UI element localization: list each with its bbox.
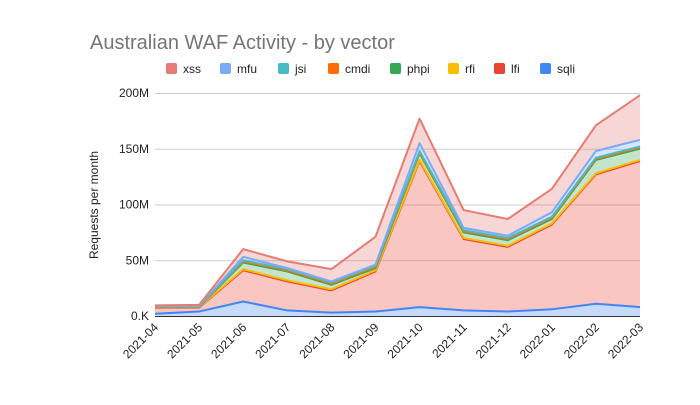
line-rfi bbox=[155, 158, 641, 309]
legend-item-sqli: sqli bbox=[540, 62, 575, 76]
x-tick-label: 2022-02 bbox=[561, 320, 602, 361]
line-mfu bbox=[155, 138, 641, 307]
legend-item-xss: xss bbox=[166, 62, 201, 76]
x-tick-label: 2021-10 bbox=[385, 320, 426, 361]
line-xss bbox=[154, 94, 641, 307]
legend-item-rfi: rfi bbox=[448, 62, 475, 76]
x-tick-label: 2021-11 bbox=[429, 320, 470, 361]
legend-item-jsi: jsi bbox=[278, 62, 306, 76]
x-tick-label: 2021-09 bbox=[341, 320, 382, 361]
gridlines bbox=[155, 93, 640, 262]
legend-label-rfi: rfi bbox=[465, 62, 475, 76]
y-tick-label: 200M bbox=[119, 86, 149, 100]
y-tick-label: 0.K bbox=[131, 309, 149, 323]
legend: xss mfu jsi cmdi phpi rfi lfi sqli bbox=[166, 62, 575, 76]
y-tick-label: 100M bbox=[119, 198, 149, 212]
legend-swatch-rfi bbox=[448, 63, 459, 74]
y-axis-ticks: 0.K 50M 100M 150M 200M bbox=[119, 86, 149, 323]
x-tick-label: 2021-07 bbox=[252, 320, 293, 361]
legend-label-mfu: mfu bbox=[237, 62, 257, 76]
legend-swatch-mfu bbox=[220, 63, 231, 74]
x-axis-ticks: 2021-04 2021-05 2021-06 2021-07 2021-08 2021-… bbox=[120, 320, 646, 361]
area-sqli bbox=[155, 301, 640, 316]
x-tick-label: 2022-03 bbox=[605, 320, 646, 361]
legend-item-cmdi: cmdi bbox=[328, 62, 370, 76]
legend-label-lfi: lfi bbox=[511, 62, 520, 76]
line-jsi bbox=[155, 145, 641, 308]
x-tick-label: 2021-06 bbox=[208, 320, 249, 361]
legend-swatch-jsi bbox=[278, 63, 289, 74]
legend-item-phpi: phpi bbox=[390, 62, 430, 76]
x-tick-label: 2021-05 bbox=[164, 320, 205, 361]
legend-label-cmdi: cmdi bbox=[345, 62, 370, 76]
x-tick-label: 2021-08 bbox=[296, 320, 337, 361]
legend-label-xss: xss bbox=[183, 62, 201, 76]
legend-item-lfi: lfi bbox=[494, 62, 520, 76]
x-tick-label: 2021-12 bbox=[473, 320, 514, 361]
x-tick-label: 2021-04 bbox=[120, 320, 161, 361]
area-lfi bbox=[155, 161, 640, 314]
chart-title: Australian WAF Activity - by vector bbox=[90, 32, 395, 54]
y-tick-label: 150M bbox=[119, 142, 149, 156]
legend-swatch-lfi bbox=[494, 63, 505, 74]
legend-item-mfu: mfu bbox=[220, 62, 257, 76]
legend-swatch-xss bbox=[166, 63, 177, 74]
x-tick-label: 2022-01 bbox=[517, 320, 558, 361]
y-tick-label: 50M bbox=[126, 253, 149, 267]
legend-swatch-sqli bbox=[540, 63, 551, 74]
legend-swatch-phpi bbox=[390, 63, 401, 74]
line-sqli bbox=[154, 300, 641, 315]
y-axis-label: Requests per month bbox=[87, 151, 101, 259]
area-xss bbox=[155, 95, 640, 306]
legend-label-sqli: sqli bbox=[557, 62, 575, 76]
legend-swatch-cmdi bbox=[328, 63, 339, 74]
legend-label-jsi: jsi bbox=[294, 62, 306, 76]
series-lines bbox=[154, 94, 641, 315]
legend-label-phpi: phpi bbox=[407, 62, 430, 76]
